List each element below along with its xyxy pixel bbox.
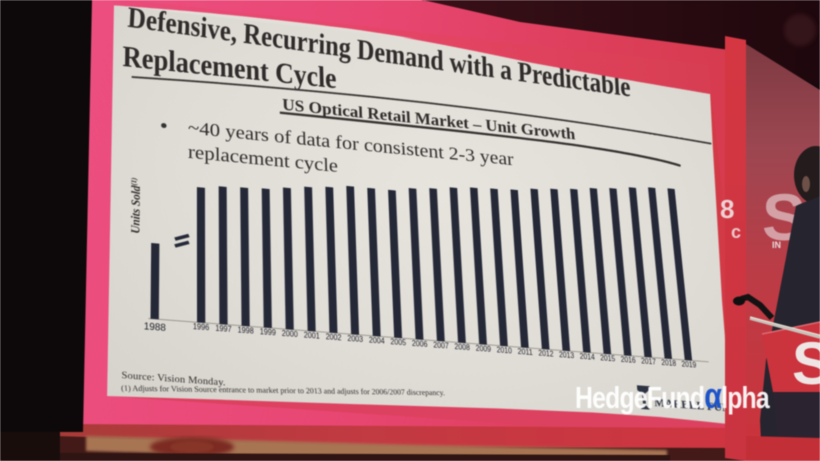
svg-text:2014: 2014 [579,352,595,362]
svg-text:IN: IN [772,240,781,250]
svg-text:2010: 2010 [496,345,512,355]
svg-text:2018: 2018 [661,358,677,368]
svg-text:c: c [731,222,741,242]
svg-text:2000: 2000 [282,329,299,340]
svg-text:2005: 2005 [390,337,406,347]
svg-text:2015: 2015 [600,353,616,363]
svg-text:2016: 2016 [620,355,636,365]
svg-text:1999: 1999 [260,327,277,338]
svg-text:2017: 2017 [641,356,657,366]
svg-text:(1) Adjusts for Vision Source: (1) Adjusts for Vision Source entrance t… [121,383,446,397]
svg-text:2019: 2019 [681,360,697,370]
svg-text:2012: 2012 [538,348,554,358]
svg-text:2008: 2008 [454,342,470,352]
svg-text:Units Sold(1): Units Sold(1) [129,177,143,234]
svg-text:8: 8 [720,194,734,224]
svg-text:2009: 2009 [475,344,491,354]
svg-text:2004: 2004 [369,335,385,345]
svg-text:1996: 1996 [193,322,210,333]
svg-text:1998: 1998 [238,325,255,336]
svg-text:2011: 2011 [517,347,533,357]
svg-text:2003: 2003 [347,334,363,344]
svg-text:2013: 2013 [559,350,575,360]
svg-text:2006: 2006 [412,339,428,349]
svg-text:1997: 1997 [215,323,232,334]
svg-text:2001: 2001 [304,330,321,341]
svg-text:S: S [792,330,820,397]
svg-text:1988: 1988 [144,321,166,334]
svg-text:2007: 2007 [433,340,449,350]
svg-text:2002: 2002 [326,332,342,342]
